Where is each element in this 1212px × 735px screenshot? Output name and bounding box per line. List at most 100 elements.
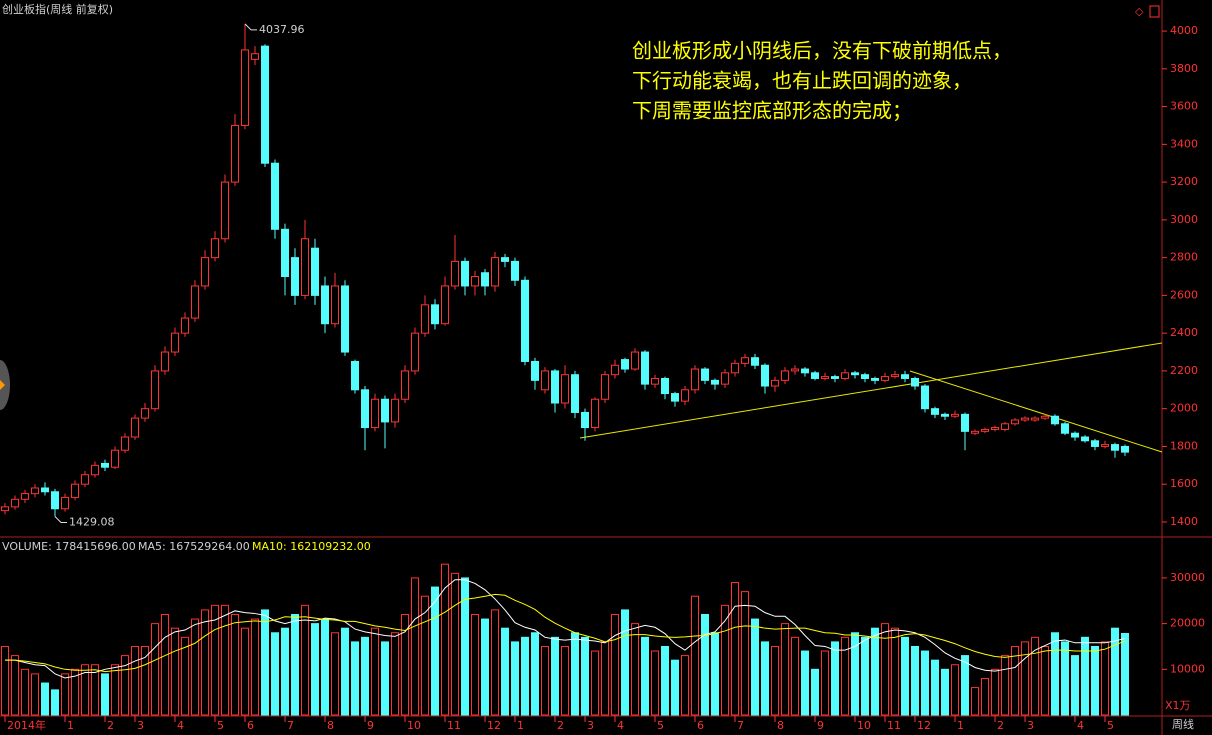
candle-body	[51, 491, 59, 510]
x-tick-label: 7	[287, 719, 294, 732]
volume-bar	[281, 627, 289, 716]
volume-bar	[351, 641, 359, 716]
volume-bar	[251, 618, 259, 716]
candle-body	[251, 53, 259, 60]
volume-bar	[811, 668, 819, 716]
y-tick-label: 3800	[1170, 62, 1198, 75]
high-label: 4037.96	[259, 23, 305, 36]
candle-body	[281, 228, 289, 278]
candle-body	[81, 474, 89, 485]
candle-body	[21, 493, 29, 500]
candle-body	[1061, 423, 1069, 434]
volume-bar	[261, 609, 269, 716]
candle-body	[981, 428, 989, 432]
x-tick-label: 10	[407, 719, 421, 732]
x-tick-label: 2	[997, 719, 1004, 732]
volume-bar	[931, 659, 939, 716]
candle-body	[1011, 419, 1019, 425]
candle-body	[441, 285, 449, 325]
volume-bar	[531, 632, 539, 716]
candle-body	[161, 351, 169, 372]
volume-bar	[841, 636, 849, 716]
volume-bar	[431, 586, 439, 716]
volume-bar	[311, 623, 319, 716]
x-tick-label: 12	[917, 719, 931, 732]
annotation-arrow	[244, 23, 257, 31]
candle-body	[221, 181, 229, 240]
volume-bar	[101, 673, 109, 716]
volume-bar	[861, 636, 869, 716]
x-tick-label: 3	[587, 719, 594, 732]
annotation-arrow	[54, 516, 67, 523]
y-tick-label: 30000	[1170, 571, 1205, 584]
candle-body	[131, 417, 139, 438]
volume-bar	[521, 636, 529, 716]
candle-body	[721, 372, 729, 385]
volume-bar	[831, 641, 839, 716]
candle-body	[931, 408, 939, 415]
ma10-label: MA10: 162109232.00	[252, 540, 371, 553]
candle-body	[611, 364, 619, 376]
candle-body	[641, 351, 649, 385]
x-tick-label: 11	[887, 719, 901, 732]
candle-body	[1041, 415, 1049, 419]
volume-bar	[1001, 655, 1009, 716]
volume-bar	[81, 664, 89, 716]
volume-label: VOLUME: 178415696.00	[2, 540, 136, 553]
volume-bar	[1021, 641, 1029, 716]
volume-bar	[91, 664, 99, 716]
volume-bar	[601, 641, 609, 716]
volume-bar	[781, 623, 789, 716]
volume-bar	[371, 627, 379, 716]
volume-bar	[1081, 636, 1089, 716]
candle-body	[561, 374, 569, 404]
x-tick-label: 1	[517, 719, 524, 732]
volume-bar	[711, 632, 719, 716]
volume-bar	[761, 641, 769, 716]
ma5-label: MA5: 167529264.00	[138, 540, 250, 553]
candle-body	[341, 285, 349, 353]
x-tick-label: 11	[447, 719, 461, 732]
volume-bar	[801, 650, 809, 716]
y-tick-label: 3600	[1170, 100, 1198, 113]
y-tick-label: 2400	[1170, 326, 1198, 339]
candle-body	[651, 377, 659, 385]
volume-bar	[851, 632, 859, 716]
candle-body	[851, 372, 859, 376]
candle-body	[1021, 417, 1029, 421]
candle-body	[951, 413, 959, 417]
candle-body	[41, 487, 49, 493]
candle-body	[761, 364, 769, 387]
icon[interactable]	[1149, 5, 1160, 18]
volume-bar	[721, 604, 729, 716]
volume-bar	[271, 632, 279, 716]
x-tick-label: 7	[737, 719, 744, 732]
volume-bar	[321, 618, 329, 716]
volume-bar	[571, 632, 579, 716]
volume-bar	[11, 655, 19, 716]
x-tick-label: 9	[367, 719, 374, 732]
annotation: 下周需要监控底部形态的完成；	[632, 99, 912, 123]
candle-body	[271, 162, 279, 230]
volume-bar	[121, 655, 129, 716]
volume-bar	[361, 636, 369, 716]
x-tick-label: 8	[327, 719, 334, 732]
candle-body	[451, 260, 459, 287]
candle-body	[101, 462, 109, 468]
candle-body	[841, 372, 849, 379]
x-tick-label: 4	[617, 719, 624, 732]
candle-body	[791, 368, 799, 372]
icon[interactable]: ◇	[1135, 5, 1144, 18]
candle-body	[771, 379, 779, 387]
candle-body	[511, 260, 519, 281]
volume-bar	[171, 627, 179, 716]
candle-body	[581, 411, 589, 429]
candle-body	[201, 257, 209, 287]
y-tick-label: 3400	[1170, 137, 1198, 150]
y-tick-label: 1800	[1170, 439, 1198, 452]
candle-body	[1091, 440, 1099, 447]
volume-bar	[181, 636, 189, 716]
candle-body	[691, 368, 699, 391]
volume-bar	[611, 613, 619, 716]
